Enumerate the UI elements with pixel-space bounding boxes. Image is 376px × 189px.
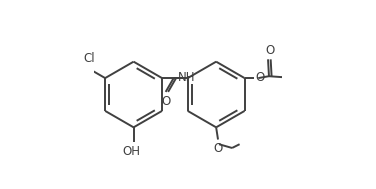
Text: NH: NH bbox=[178, 71, 196, 84]
Text: O: O bbox=[214, 142, 223, 155]
Text: O: O bbox=[161, 95, 170, 108]
Text: O: O bbox=[265, 43, 274, 57]
Text: O: O bbox=[255, 71, 265, 84]
Text: Cl: Cl bbox=[83, 52, 95, 65]
Text: OH: OH bbox=[123, 145, 141, 158]
